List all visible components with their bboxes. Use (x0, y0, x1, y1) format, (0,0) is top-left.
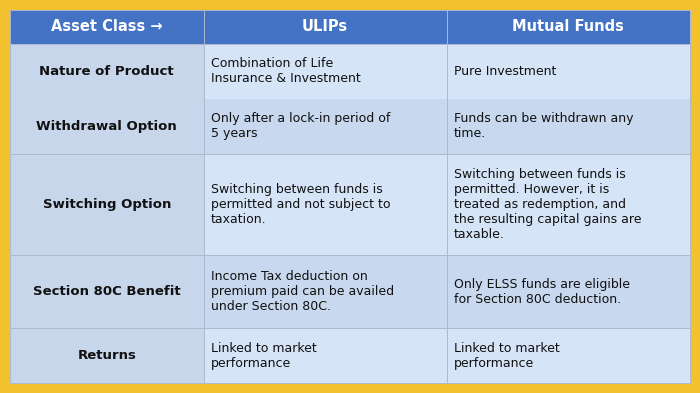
Text: Switching between funds is
permitted. However, it is
treated as redemption, and
: Switching between funds is permitted. Ho… (454, 168, 641, 241)
Text: ULIPs: ULIPs (302, 19, 348, 34)
Text: Only ELSS funds are eligible
for Section 80C deduction.: Only ELSS funds are eligible for Section… (454, 278, 630, 306)
Text: Nature of Product: Nature of Product (39, 64, 174, 78)
Bar (10, 328, 204, 383)
Bar (204, 99, 447, 154)
Text: Withdrawal Option: Withdrawal Option (36, 119, 177, 132)
Text: Income Tax deduction on
premium paid can be availed
under Section 80C.: Income Tax deduction on premium paid can… (211, 270, 393, 313)
Bar (447, 154, 690, 255)
Text: Switching Option: Switching Option (43, 198, 171, 211)
Text: Asset Class →: Asset Class → (51, 19, 162, 34)
Bar (10, 44, 204, 99)
Bar (204, 255, 447, 328)
Bar (447, 10, 690, 44)
Bar (10, 99, 204, 154)
Bar (10, 154, 204, 255)
Bar (10, 10, 204, 44)
Text: Only after a lock-in period of
5 years: Only after a lock-in period of 5 years (211, 112, 390, 140)
Text: Combination of Life
Insurance & Investment: Combination of Life Insurance & Investme… (211, 57, 360, 85)
Bar (204, 44, 447, 99)
Text: Switching between funds is
permitted and not subject to
taxation.: Switching between funds is permitted and… (211, 183, 390, 226)
Bar (204, 328, 447, 383)
Text: Linked to market
performance: Linked to market performance (454, 342, 559, 369)
Text: Funds can be withdrawn any
time.: Funds can be withdrawn any time. (454, 112, 634, 140)
Text: Mutual Funds: Mutual Funds (512, 19, 624, 34)
Bar (447, 255, 690, 328)
Bar (447, 44, 690, 99)
Bar (447, 99, 690, 154)
Text: Pure Investment: Pure Investment (454, 64, 556, 78)
Bar (204, 10, 447, 44)
Text: Returns: Returns (78, 349, 136, 362)
Text: Section 80C Benefit: Section 80C Benefit (33, 285, 181, 298)
Text: Linked to market
performance: Linked to market performance (211, 342, 316, 369)
Bar (204, 154, 447, 255)
Bar (447, 328, 690, 383)
Bar (10, 255, 204, 328)
